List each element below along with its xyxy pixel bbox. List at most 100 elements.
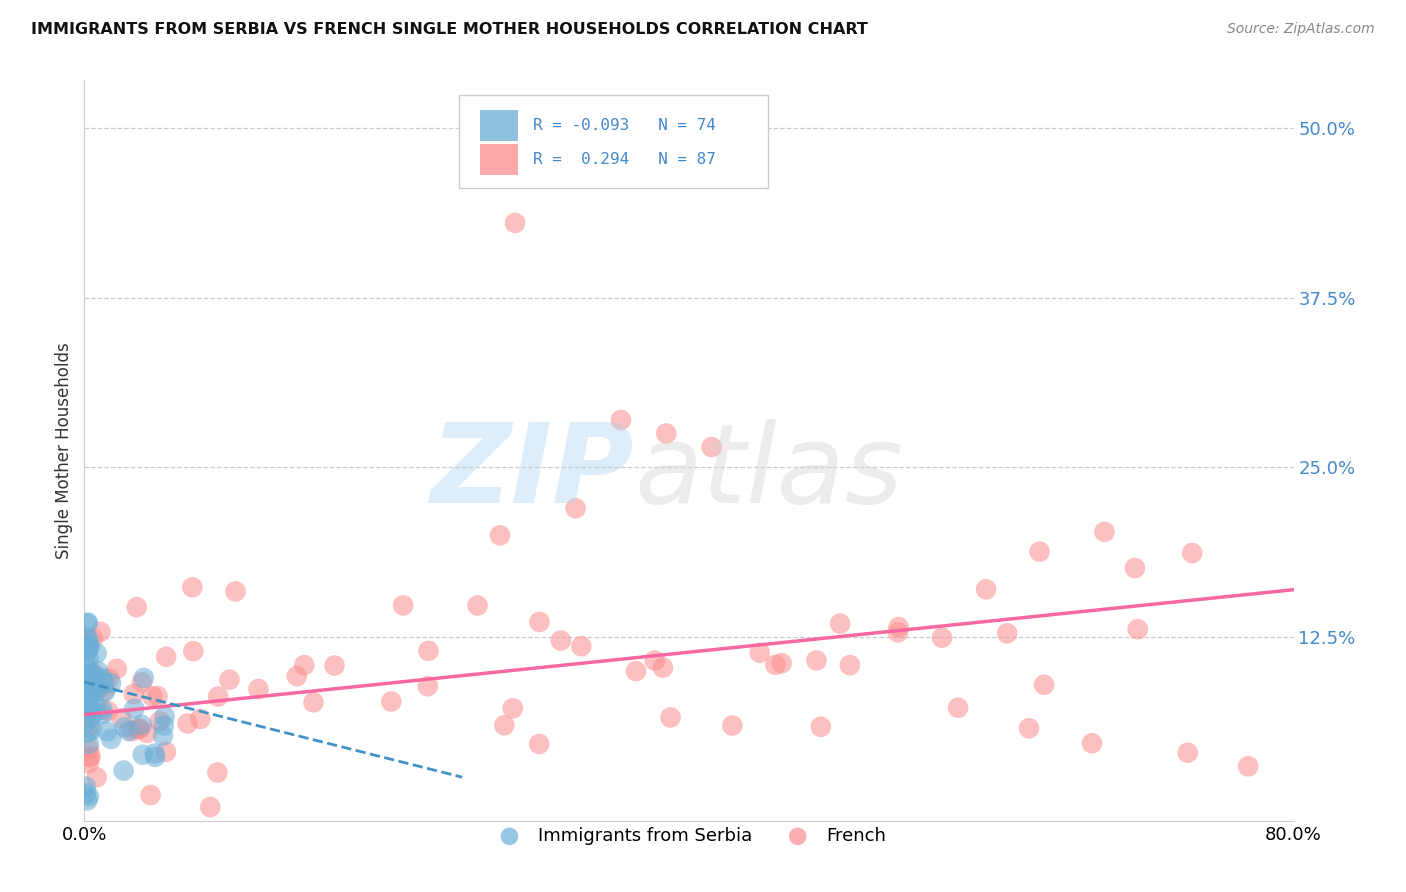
Point xyxy=(931,631,953,645)
Point xyxy=(128,722,150,736)
Point xyxy=(79,702,101,716)
Point xyxy=(644,653,666,667)
Point xyxy=(73,716,96,731)
Point xyxy=(79,692,101,706)
Point xyxy=(125,600,148,615)
Point xyxy=(416,679,439,693)
Bar xyxy=(479,110,519,141)
Point xyxy=(218,673,240,687)
Point xyxy=(141,690,163,704)
Point xyxy=(121,723,143,738)
Point xyxy=(77,737,100,751)
Point xyxy=(80,723,103,737)
Point xyxy=(98,672,121,686)
Point xyxy=(91,672,114,686)
Point xyxy=(569,639,592,653)
Point xyxy=(80,711,103,725)
Point xyxy=(75,630,97,644)
Point xyxy=(82,632,104,646)
Point xyxy=(564,501,586,516)
Point xyxy=(75,787,97,801)
Point xyxy=(529,737,551,751)
Point xyxy=(76,671,98,685)
Point xyxy=(302,695,325,709)
Point xyxy=(79,749,101,764)
Point xyxy=(323,658,346,673)
Point xyxy=(77,641,100,656)
Point xyxy=(770,657,793,671)
Point xyxy=(247,681,270,696)
Point xyxy=(1177,746,1199,760)
Point xyxy=(721,718,744,732)
Point xyxy=(111,711,134,725)
Point xyxy=(76,644,98,658)
Point xyxy=(135,726,157,740)
Point xyxy=(887,625,910,640)
Point xyxy=(131,718,153,732)
Point xyxy=(77,789,100,804)
Point xyxy=(489,528,512,542)
Point xyxy=(77,686,100,700)
Point xyxy=(76,673,98,687)
Point xyxy=(143,749,166,764)
Point xyxy=(610,413,633,427)
Point xyxy=(84,698,107,713)
Point xyxy=(830,616,852,631)
Point xyxy=(75,694,97,708)
Point xyxy=(651,660,673,674)
Point xyxy=(285,669,308,683)
Point xyxy=(77,664,100,678)
Point xyxy=(181,644,204,658)
Point xyxy=(467,599,489,613)
Point xyxy=(77,756,100,771)
Point xyxy=(1028,544,1050,558)
Point xyxy=(97,704,120,718)
Point xyxy=(181,580,204,594)
Point xyxy=(77,672,100,686)
Text: IMMIGRANTS FROM SERBIA VS FRENCH SINGLE MOTHER HOUSEHOLDS CORRELATION CHART: IMMIGRANTS FROM SERBIA VS FRENCH SINGLE … xyxy=(31,22,868,37)
Point xyxy=(153,709,176,723)
Point xyxy=(77,638,100,652)
Point xyxy=(76,793,98,807)
Point xyxy=(76,700,98,714)
Point xyxy=(82,706,104,721)
Point xyxy=(1094,524,1116,539)
Point xyxy=(1081,736,1104,750)
Point xyxy=(624,664,647,678)
Point xyxy=(122,702,145,716)
Point xyxy=(155,649,177,664)
Point xyxy=(810,720,832,734)
Point xyxy=(86,683,108,698)
Point xyxy=(86,770,108,784)
Point xyxy=(76,697,98,711)
Point xyxy=(112,764,135,778)
Point xyxy=(94,684,117,698)
Point xyxy=(974,582,997,597)
Point xyxy=(132,671,155,685)
Point xyxy=(765,657,787,672)
Text: R = -0.093   N = 74: R = -0.093 N = 74 xyxy=(533,118,716,133)
Point xyxy=(806,653,828,667)
Y-axis label: Single Mother Households: Single Mother Households xyxy=(55,343,73,558)
Point xyxy=(76,615,98,630)
Point xyxy=(80,673,103,687)
Point xyxy=(176,716,198,731)
Point xyxy=(655,426,678,441)
Point xyxy=(76,726,98,740)
Point xyxy=(225,584,247,599)
Text: atlas: atlas xyxy=(634,419,903,526)
Point xyxy=(122,687,145,701)
Point xyxy=(83,679,105,693)
Point xyxy=(200,800,222,814)
Point xyxy=(77,632,100,646)
Point xyxy=(93,675,115,690)
Point xyxy=(128,722,150,736)
Point xyxy=(887,620,910,634)
Point xyxy=(118,724,141,739)
Point xyxy=(82,665,104,680)
Text: R =  0.294   N = 87: R = 0.294 N = 87 xyxy=(533,152,716,167)
Point xyxy=(93,684,115,698)
Point xyxy=(75,642,97,657)
Point xyxy=(75,688,97,702)
Point xyxy=(82,683,104,698)
